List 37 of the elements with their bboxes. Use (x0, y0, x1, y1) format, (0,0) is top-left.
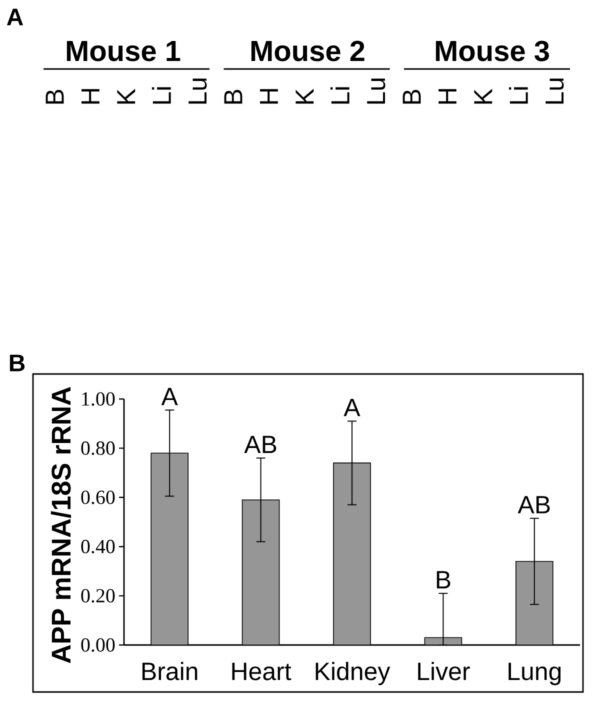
y-tick-label: 0.60 (81, 490, 115, 504)
x-tick-label: Liver (418, 662, 470, 680)
text: Li (330, 87, 350, 104)
text: Lu (188, 78, 207, 104)
x-tick-label: Heart (232, 662, 292, 680)
text: B (402, 90, 421, 104)
text: K (117, 88, 136, 104)
x-tick-label: Kidney (316, 662, 390, 686)
x-tick-label: Lung (508, 662, 561, 686)
annotation: AB (244, 436, 276, 454)
annotation: A (344, 398, 360, 416)
text: H (82, 89, 100, 104)
text: K (474, 88, 492, 104)
text: B (46, 90, 64, 104)
text: Mouse 2 (251, 40, 364, 62)
y-tick-label: 0.00 (81, 638, 115, 652)
text: Lu (367, 78, 386, 104)
text: B (224, 90, 242, 104)
y-tick-label: 0.40 (81, 540, 115, 554)
x-tick-label: Brain (142, 662, 198, 680)
annotation: A (161, 388, 178, 406)
text: H (438, 89, 456, 104)
y-axis-title: APP mRNA/18S rRNA (50, 386, 72, 664)
text: Mouse 3 (436, 40, 549, 62)
y-tick-label: 0.20 (81, 589, 115, 603)
y-tick-label: 0.80 (81, 441, 115, 455)
text: K (296, 88, 314, 104)
text: Mouse 1 (66, 41, 180, 62)
text: Li (152, 87, 171, 104)
annotation: B (436, 571, 450, 588)
chart-title: B (10, 354, 25, 372)
text: H (260, 89, 278, 104)
y-tick-label: 1.00 (82, 392, 115, 406)
annotation: AB (518, 496, 550, 514)
text: A (6, 8, 24, 26)
text: Li (508, 87, 528, 104)
text: Lu (546, 78, 564, 104)
